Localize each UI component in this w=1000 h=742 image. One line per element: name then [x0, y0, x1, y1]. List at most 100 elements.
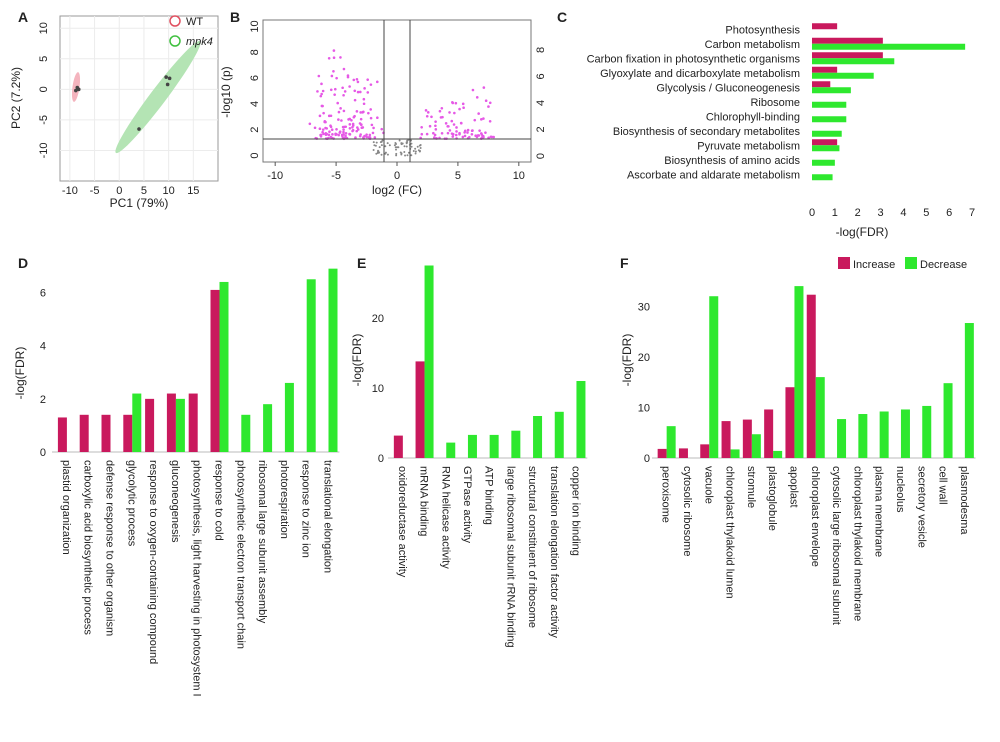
- volcano-point-ns: [381, 139, 384, 142]
- mf-ytick-label: 0: [378, 453, 384, 465]
- volcano-point-down: [329, 88, 333, 92]
- volcano-point-down: [366, 78, 369, 81]
- volcano-point-down: [342, 93, 345, 97]
- cc-ytick-label: 10: [638, 402, 650, 414]
- kegg-category-label: Ribosome: [750, 97, 800, 109]
- volcano-point-up: [433, 133, 437, 137]
- kegg-xtick-label: 0: [809, 207, 815, 219]
- kegg-bar-decrease: [812, 116, 847, 123]
- volcano-point-down: [367, 135, 371, 139]
- volcano-point-up: [451, 135, 455, 138]
- volcano-point-ns: [375, 152, 378, 155]
- volcano-point-down: [330, 74, 334, 78]
- kegg-bar-decrease: [812, 145, 840, 152]
- bp-bar-decrease: [306, 279, 316, 452]
- volcano-point-down: [316, 90, 319, 93]
- volcano-ytick-label: 2: [249, 127, 261, 133]
- mf-category-label: GTPase activity: [461, 466, 473, 544]
- kegg-bar-decrease: [812, 58, 895, 65]
- volcano-point-up: [461, 102, 465, 106]
- volcano-point-up: [440, 106, 444, 110]
- panel-label-d: D: [18, 255, 28, 271]
- cc-bar-decrease: [815, 377, 825, 458]
- volcano-point-up: [459, 121, 463, 125]
- pca-ytick-label: 5: [38, 56, 50, 62]
- pca-ytick-label: -10: [38, 142, 50, 158]
- pca-ytick-label: -5: [38, 115, 50, 125]
- volcano-point-down: [313, 126, 317, 130]
- legend-mpk4-label: mpk4: [186, 36, 213, 48]
- panel-b-volcano-plot: B -10 -5 0 5 10 10 8 6 4 2 0 8 6 4 2 0 log2 (FC) -log10…: [219, 9, 547, 197]
- kegg-bar-increase: [812, 139, 838, 146]
- kegg-category-label: Carbon fixation in photosynthetic organi…: [587, 53, 801, 65]
- panel-e-molecular-function-chart: E 0 10 20 oxidoreductase activity mRNA bindi…: [350, 255, 588, 648]
- volcano-point-ns: [419, 144, 422, 147]
- volcano-point-down: [341, 136, 345, 139]
- volcano-point-down: [341, 86, 344, 90]
- volcano-point-down: [353, 114, 356, 118]
- kegg-xtick-label: 2: [855, 207, 861, 219]
- volcano-y2tick-label: 6: [535, 73, 547, 79]
- mf-ytick-label: 20: [372, 313, 384, 325]
- volcano-point-up: [458, 131, 461, 135]
- volcano-point-up: [479, 132, 483, 135]
- bp-category-label: response to oxygen-containing compound: [147, 460, 159, 664]
- volcano-point-down: [336, 101, 339, 105]
- mf-category-label: mRNA binding: [418, 466, 430, 536]
- cc-bar-decrease: [730, 449, 740, 458]
- bp-category-label: response to cold: [213, 460, 225, 541]
- kegg-xtick-label: 5: [923, 207, 929, 219]
- volcano-point-up: [489, 135, 493, 139]
- volcano-point-down: [320, 82, 323, 86]
- bp-bar-increase: [57, 417, 67, 452]
- panel-a-pca-plot: A -10 -5 0 5 10 15 10 5 0 -5 -10 WT mpk4 PC1 (79%)…: [9, 9, 219, 210]
- cc-category-label: peroxisome: [660, 466, 672, 523]
- volcano-point-down: [329, 114, 333, 118]
- volcano-point-ns: [419, 146, 422, 149]
- volcano-point-down: [335, 132, 338, 136]
- volcano-point-down: [358, 122, 362, 125]
- volcano-point-down: [359, 117, 363, 121]
- mf-bar-decrease: [554, 411, 564, 458]
- bp-bar-decrease: [328, 268, 338, 452]
- kegg-bar-increase: [812, 37, 883, 44]
- kegg-bar-decrease: [812, 101, 847, 108]
- cc-ytick-label: 30: [638, 301, 650, 313]
- volcano-point-down: [351, 129, 354, 133]
- volcano-xtick-label: 0: [394, 170, 400, 182]
- volcano-point-down: [375, 80, 379, 84]
- volcano-xtick-label: 5: [455, 170, 461, 182]
- volcano-point-up: [463, 134, 467, 138]
- bp-category-label: carboxylic acid biosynthetic process: [82, 460, 94, 635]
- volcano-xlabel: log2 (FC): [372, 183, 422, 197]
- bp-category-label: photosynthesis, light harvesting in phot…: [191, 460, 203, 697]
- volcano-point-up: [434, 120, 437, 123]
- volcano-point-down: [351, 122, 355, 126]
- bp-bar-decrease: [263, 404, 273, 452]
- volcano-point-up: [480, 118, 483, 121]
- pca-ytick-label: 10: [38, 22, 50, 34]
- cc-category-label: vacuole: [702, 466, 714, 504]
- volcano-point-down: [376, 116, 379, 120]
- panel-c-kegg-bar-chart: C Photosynthesis Carbon metabolism Carbon …: [557, 9, 975, 239]
- volcano-point-ns: [414, 152, 417, 155]
- volcano-point-down: [333, 93, 336, 96]
- volcano-point-down: [348, 126, 352, 130]
- volcano-point-down: [322, 132, 325, 136]
- volcano-point-down: [356, 80, 360, 84]
- volcano-point-ns: [380, 153, 383, 156]
- volcano-y2tick-label: 2: [535, 126, 547, 132]
- legend-increase-swatch: [838, 257, 850, 269]
- volcano-point-up: [425, 114, 429, 118]
- volcano-point-down: [322, 111, 325, 115]
- bp-bar-decrease: [175, 398, 185, 452]
- mf-bar-increase: [393, 435, 403, 458]
- mf-bar-decrease: [446, 442, 456, 458]
- volcano-ytick-label: 8: [249, 49, 261, 55]
- cc-category-label: chloroplast envelope: [809, 466, 821, 567]
- kegg-xtick-label: 7: [969, 207, 975, 219]
- mf-bar-increase: [415, 361, 425, 458]
- cc-bar-increase: [764, 409, 774, 458]
- cc-category-label: plasma membrane: [873, 466, 885, 557]
